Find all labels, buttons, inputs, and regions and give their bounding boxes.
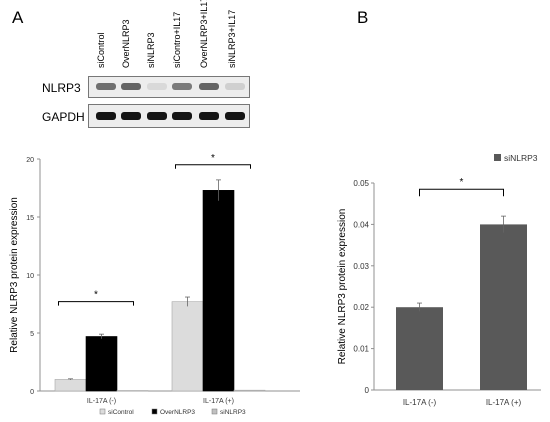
blot-band-nlrp3-3 — [147, 83, 167, 90]
x-tick-label: IL-17A (-) — [403, 398, 437, 407]
blot-band-gapdh-4 — [172, 112, 192, 120]
legend-swatch-overnlrp3 — [151, 408, 158, 415]
x-tick-label: IL-17A (+) — [203, 398, 234, 405]
y-tick-label: 0.05 — [353, 179, 369, 188]
y-axis-label: Relative NLRP3 protein expression — [9, 197, 20, 353]
legend-label-sinlrp3: siNLRP3 — [504, 153, 538, 163]
bar-sinlrp3-2 — [480, 224, 527, 390]
y-tick-label: 0.03 — [353, 262, 369, 271]
y-tick-label: 20 — [26, 157, 34, 164]
bar-sicontrol-2 — [171, 301, 204, 392]
legend-swatch-sicontrol — [99, 408, 106, 415]
x-tick-label: IL-17A (+) — [486, 398, 522, 407]
bar-sinlrp3-1 — [396, 307, 443, 390]
blot-band-nlrp3-6 — [225, 83, 245, 90]
y-tick-label: 0.04 — [353, 220, 369, 229]
bar-sinlrp3-1 — [116, 390, 149, 392]
blot-row-label-nlrp3: NLRP3 — [42, 81, 81, 95]
blot-strip-nlrp3 — [88, 76, 250, 98]
x-tick-label: IL-17A (-) — [87, 398, 116, 405]
blot-band-nlrp3-5 — [199, 83, 219, 90]
blot-band-nlrp3-4 — [172, 83, 192, 90]
y-tick-label: 5 — [30, 331, 34, 338]
legend-swatch-sinlrp3 — [211, 408, 218, 415]
blot-band-gapdh-5 — [199, 112, 219, 120]
blot-band-gapdh-2 — [121, 112, 141, 120]
blot-band-gapdh-3 — [147, 112, 167, 120]
significance-bracket — [419, 188, 504, 197]
significance-bracket — [175, 164, 251, 169]
panel-b-letter: B — [357, 8, 369, 27]
bar-overnlrp3-2 — [202, 190, 235, 392]
significance-star: * — [94, 290, 98, 301]
significance-star: * — [211, 153, 215, 164]
y-tick-label: 0.02 — [353, 303, 369, 312]
significance-bracket — [58, 301, 134, 306]
y-tick-label: 0 — [30, 389, 34, 396]
blot-band-gapdh-6 — [225, 112, 245, 120]
y-tick-label: 15 — [26, 215, 34, 222]
panel-a-letter: A — [12, 8, 24, 27]
y-tick-label: 0 — [365, 386, 370, 395]
blot-band-gapdh-1 — [96, 112, 116, 120]
blot-strip-gapdh — [88, 104, 250, 128]
bar-overnlrp3-1 — [85, 336, 118, 392]
bar-sinlrp3-2 — [233, 389, 266, 392]
blot-row-label-gapdh: GAPDH — [42, 110, 85, 124]
y-tick-label: 0.01 — [353, 345, 369, 354]
legend-label-overnlrp3: OverNLRP3 — [160, 409, 195, 416]
blot-band-nlrp3-1 — [96, 83, 116, 90]
legend-label-sinlrp3: siNLRP3 — [220, 409, 246, 416]
significance-star: * — [460, 177, 464, 188]
y-tick-label: 10 — [26, 273, 34, 280]
y-axis-label: Relative NLRP3 protein expression — [337, 209, 348, 365]
legend-label-sicontrol: siControl — [108, 409, 134, 416]
blot-band-nlrp3-2 — [121, 83, 141, 90]
legend-swatch-sinlrp3 — [494, 154, 501, 161]
